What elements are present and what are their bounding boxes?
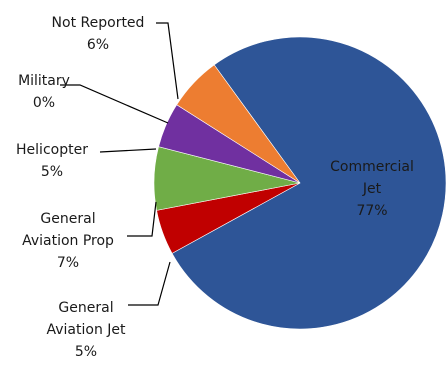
leader-line-general-aviation-jet bbox=[128, 261, 171, 306]
data-label-commercial-jet-percent: 77% bbox=[356, 203, 387, 219]
leader-line-not-reported bbox=[156, 22, 179, 100]
leader-line-military bbox=[60, 84, 169, 124]
data-label-military-percent: 0% bbox=[33, 95, 55, 111]
data-label-not-reported-percent: 6% bbox=[87, 37, 109, 53]
data-label-general-aviation-prop-percent: 7% bbox=[57, 255, 79, 271]
data-label-military-line-1: Military bbox=[18, 73, 70, 89]
data-label-not-reported-line-1: Not Reported bbox=[52, 15, 145, 31]
data-label-commercial-jet-line-2: Jet bbox=[362, 181, 382, 197]
data-label-general-aviation-jet-line-2: Aviation Jet bbox=[46, 322, 126, 338]
data-label-helicopter-percent: 5% bbox=[41, 164, 63, 180]
pie-slice-commercial-jet bbox=[171, 36, 446, 330]
leader-lines-layer bbox=[60, 22, 179, 306]
data-label-general-aviation-prop-line-2: Aviation Prop bbox=[22, 233, 114, 249]
data-label-commercial-jet-line-1: Commercial bbox=[330, 159, 414, 175]
leader-line-helicopter bbox=[99, 148, 157, 153]
slices-layer bbox=[153, 36, 446, 330]
leader-line-general-aviation-prop bbox=[127, 201, 157, 237]
data-label-general-aviation-jet-percent: 5% bbox=[75, 344, 97, 360]
labels-layer: Commercial Jet 77% General Aviation Jet 5% Gen… bbox=[16, 15, 414, 360]
data-label-helicopter-line-1: Helicopter bbox=[16, 142, 88, 158]
data-label-general-aviation-prop-line-1: General bbox=[40, 211, 95, 227]
pie-slice-not-reported bbox=[176, 64, 301, 184]
data-label-general-aviation-jet-line-1: General bbox=[58, 300, 113, 316]
